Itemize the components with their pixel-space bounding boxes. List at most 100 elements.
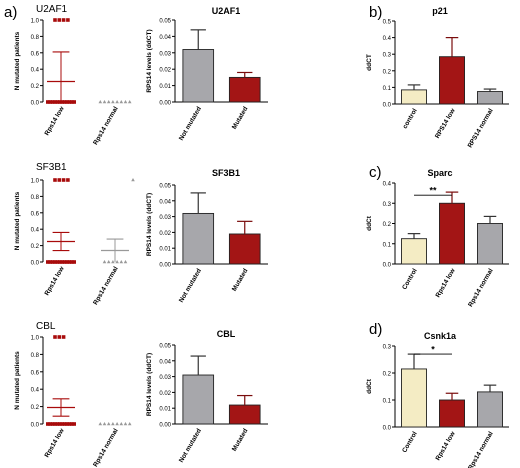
bar <box>182 374 215 425</box>
data-point <box>66 178 70 182</box>
data-point <box>111 422 115 426</box>
chart-title: SF3B1 <box>36 162 67 173</box>
y-tick-label: 0.0 <box>383 426 392 432</box>
bar <box>182 49 215 103</box>
data-point <box>60 100 64 104</box>
data-point <box>61 18 66 22</box>
data-point <box>62 260 67 264</box>
data-point <box>48 260 52 264</box>
data-point <box>60 260 64 264</box>
y-tick-label: 0.8 <box>31 353 40 359</box>
data-point <box>53 18 57 22</box>
y-tick-label: 0.03 <box>159 51 171 57</box>
data-point <box>119 260 124 264</box>
panel-letter-a: a) <box>4 4 17 21</box>
y-tick-label: 0.00 <box>159 101 171 107</box>
data-point <box>123 422 128 426</box>
data-point <box>50 100 55 104</box>
data-point <box>57 335 62 339</box>
y-axis-label: RPS14 levels (ddCT) <box>146 29 153 92</box>
x-tick-label: Rps14 normal <box>92 265 120 306</box>
data-point <box>102 422 107 426</box>
bar <box>439 399 465 428</box>
panel-letter-d: d) <box>369 321 382 338</box>
data-point <box>53 178 57 182</box>
y-tick-label: 0.1 <box>383 399 392 405</box>
y-axis-label: N mutated patients <box>14 31 21 90</box>
data-point <box>111 260 115 264</box>
y-tick-label: 0.8 <box>31 195 40 201</box>
data-point <box>102 100 107 104</box>
data-point <box>61 335 66 339</box>
y-tick-label: 0.00 <box>159 263 171 269</box>
chart-sf3b1_bar: 0.00 0.01 0.02 0.03 0.04 0.05 RPS14 levels (dd… <box>146 168 268 304</box>
data-point <box>58 422 62 426</box>
y-tick-label: 0.0 <box>383 263 392 269</box>
y-tick-label: 0.05 <box>159 344 171 350</box>
y-tick-label: 0.01 <box>159 407 171 413</box>
y-tick-label: 0.03 <box>159 215 171 221</box>
data-point <box>119 422 124 426</box>
y-tick-label: 0.04 <box>159 35 171 41</box>
data-point <box>57 178 62 182</box>
data-point <box>53 100 57 104</box>
data-point <box>70 100 74 104</box>
y-tick-label: 0.3 <box>383 202 392 208</box>
data-point <box>48 422 52 426</box>
x-tick-label: Rps14 normal <box>92 427 120 468</box>
data-point <box>62 100 67 104</box>
data-point <box>119 100 124 104</box>
y-tick-label: 0.1 <box>383 86 392 92</box>
y-tick-label: 0.1 <box>383 242 392 248</box>
chart-title: CBL <box>217 329 236 339</box>
x-tick-label: control <box>402 107 419 130</box>
data-point <box>115 260 119 264</box>
y-tick-label: 0.00 <box>159 423 171 429</box>
data-point <box>48 100 52 104</box>
data-point <box>70 260 74 264</box>
chart-u2af1_scatter: 0.0 0.2 0.4 0.6 0.8 1.0 N mutated patients U2AF… <box>14 4 132 146</box>
data-point <box>123 260 128 264</box>
data-point <box>123 100 128 104</box>
y-tick-label: 0.05 <box>159 19 171 25</box>
bar <box>401 368 427 428</box>
data-point <box>115 100 119 104</box>
data-point <box>66 18 70 22</box>
significance-marker: * <box>431 345 435 355</box>
data-point <box>98 422 103 426</box>
bar <box>477 223 503 265</box>
data-point <box>58 260 62 264</box>
data-point <box>46 260 50 264</box>
y-tick-label: 0.2 <box>383 372 392 378</box>
x-tick-label: Rps14 low <box>44 265 67 297</box>
y-tick-label: 0.4 <box>31 228 40 234</box>
y-tick-label: 0.4 <box>383 182 392 188</box>
data-point <box>70 422 74 426</box>
x-tick-label: Not mutated <box>178 105 203 141</box>
data-point <box>65 260 69 264</box>
data-point <box>127 422 132 426</box>
data-point <box>50 260 55 264</box>
data-point <box>98 100 103 104</box>
x-tick-label: Rps14 low <box>44 427 67 459</box>
bar <box>228 404 261 425</box>
data-point <box>72 100 76 104</box>
data-point <box>67 422 72 426</box>
y-tick-label: 0.2 <box>383 69 392 75</box>
chart-title: Csnk1a <box>424 331 457 341</box>
y-tick-label: 0.02 <box>159 231 171 237</box>
y-tick-label: 1.0 <box>31 336 40 342</box>
chart-csnk1a_bar: 0.0 0.1 0.2 0.3 ddCt Csnk1a Control Rps14 low Rp… <box>366 331 509 468</box>
bar <box>401 238 427 265</box>
significance-marker: ** <box>429 186 437 196</box>
x-tick-label: Rps14 normal <box>467 430 495 468</box>
x-tick-label: Mutated <box>231 105 250 130</box>
data-point <box>127 100 132 104</box>
data-point <box>65 100 69 104</box>
chart-cbl_scatter: 0.0 0.2 0.4 0.6 0.8 1.0 N mutated patients CBL R… <box>14 321 132 468</box>
y-tick-label: 0.0 <box>383 103 392 109</box>
y-tick-label: 1.0 <box>31 179 40 185</box>
y-tick-label: 0.04 <box>159 359 171 365</box>
data-point <box>57 18 62 22</box>
